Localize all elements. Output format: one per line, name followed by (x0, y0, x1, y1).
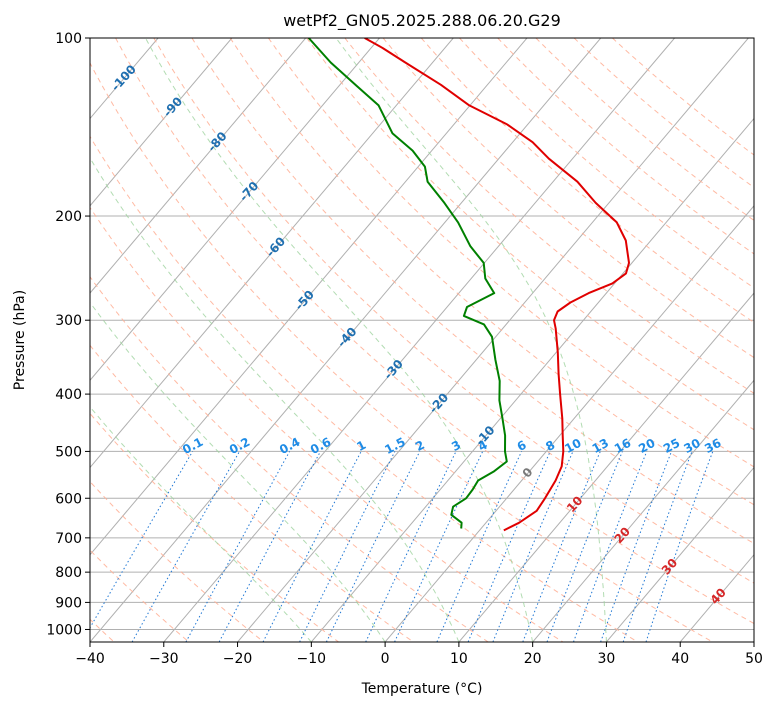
mixing-ratio-line (623, 451, 692, 642)
isotherm-line (606, 38, 775, 642)
dry-adiabat-line (0, 38, 264, 642)
dewpoint-profile-line (309, 38, 507, 529)
mixing-ratio-label: 0.4 (277, 435, 302, 457)
background-lines (0, 38, 775, 642)
y-tick-label: 400 (55, 387, 82, 403)
mixing-ratio-label: 0.1 (180, 435, 205, 457)
mixing-ratio-line (186, 451, 290, 642)
dry-adiabat-line (230, 38, 775, 642)
mixing-ratio-label: 30 (681, 436, 702, 456)
dry-adiabat-line (536, 38, 775, 642)
isotherm-line (0, 38, 11, 642)
y-tick-label: 500 (55, 444, 82, 460)
y-tick-label: 600 (55, 491, 82, 507)
mixing-ratio-line (574, 451, 647, 642)
dry-adiabat-line (192, 38, 775, 642)
isotherm-line (0, 38, 232, 642)
mixing-ratio-line (263, 451, 361, 642)
dry-adiabat-line (116, 38, 775, 642)
mixing-ratio-line (366, 451, 456, 642)
isotherm-label: -100 (108, 62, 138, 94)
mixing-ratio-line (547, 451, 622, 642)
mixing-ratio-line (132, 451, 239, 642)
mixing-ratio-line (493, 451, 573, 642)
x-tick-label: 50 (745, 651, 763, 667)
y-tick-label: 900 (55, 595, 82, 611)
mixing-ratio-label: 0.6 (308, 435, 333, 457)
dry-adiabat-line (345, 38, 775, 642)
x-tick-label: 10 (450, 651, 468, 667)
y-axis-label: Pressure (hPa) (12, 290, 28, 390)
mixing-ratio-label: 13 (590, 436, 611, 456)
y-tick-label: 800 (55, 565, 82, 581)
mixing-ratio-label: 10 (562, 436, 583, 456)
dry-adiabat-line (0, 38, 488, 642)
chart-title: wetPf2_GN05.2025.288.06.20.G29 (283, 11, 561, 31)
mixing-ratio-label: 25 (661, 436, 682, 456)
mixing-ratio-label: 0.2 (227, 435, 252, 457)
x-tick-label: 30 (598, 651, 616, 667)
y-tick-label: 100 (55, 31, 82, 47)
plot-frame (90, 38, 754, 642)
isotherm-line (164, 38, 675, 642)
y-tick-label: 200 (55, 209, 82, 225)
dry-adiabat-line (77, 38, 712, 642)
y-tick-label: 300 (55, 313, 82, 329)
mixing-ratio-label: 20 (636, 436, 657, 456)
x-tick-label: 20 (524, 651, 542, 667)
dry-adiabat-line (612, 38, 775, 642)
mixing-ratio-label: 16 (612, 436, 633, 456)
x-tick-label: 40 (671, 651, 689, 667)
x-tick-label: −10 (297, 651, 327, 667)
mixing-ratio-label: 1.5 (382, 435, 407, 457)
moist-adiabat-line (0, 38, 385, 642)
isotherm-line (533, 38, 775, 642)
isotherm-line (385, 38, 775, 642)
x-tick-label: −30 (149, 651, 179, 667)
dry-adiabat-line (498, 38, 775, 642)
profiles (309, 38, 629, 530)
x-tick-label: 0 (381, 651, 390, 667)
mixing-ratio-line (300, 451, 395, 642)
dry-adiabat-line (383, 38, 775, 642)
x-tick-label: −40 (75, 651, 105, 667)
mixing-ratio-line (219, 451, 320, 642)
axes: −40 −30 −20 −10 0 10 20 30 40 50 1000 900 800 700 600 5… (46, 31, 763, 667)
x-axis-label: Temperature (°C) (361, 681, 483, 697)
mixing-ratio-label: 36 (702, 436, 723, 456)
x-tick-label: −20 (223, 651, 253, 667)
y-tick-label: 1000 (46, 622, 82, 638)
dry-adiabat-line (154, 38, 775, 642)
mixing-ratio-line (82, 451, 193, 642)
moist-adiabat-line (30, 38, 459, 642)
isotherm-line (754, 38, 775, 642)
isotherm-line (0, 38, 306, 642)
dry-adiabat-line (0, 38, 189, 642)
dry-adiabat-line (0, 38, 339, 642)
isotherm-line (16, 38, 527, 642)
y-tick-label: 700 (55, 531, 82, 547)
isotherm-line (0, 38, 379, 642)
dry-adiabat-line (1, 38, 563, 642)
mixing-ratio-line (601, 451, 672, 642)
